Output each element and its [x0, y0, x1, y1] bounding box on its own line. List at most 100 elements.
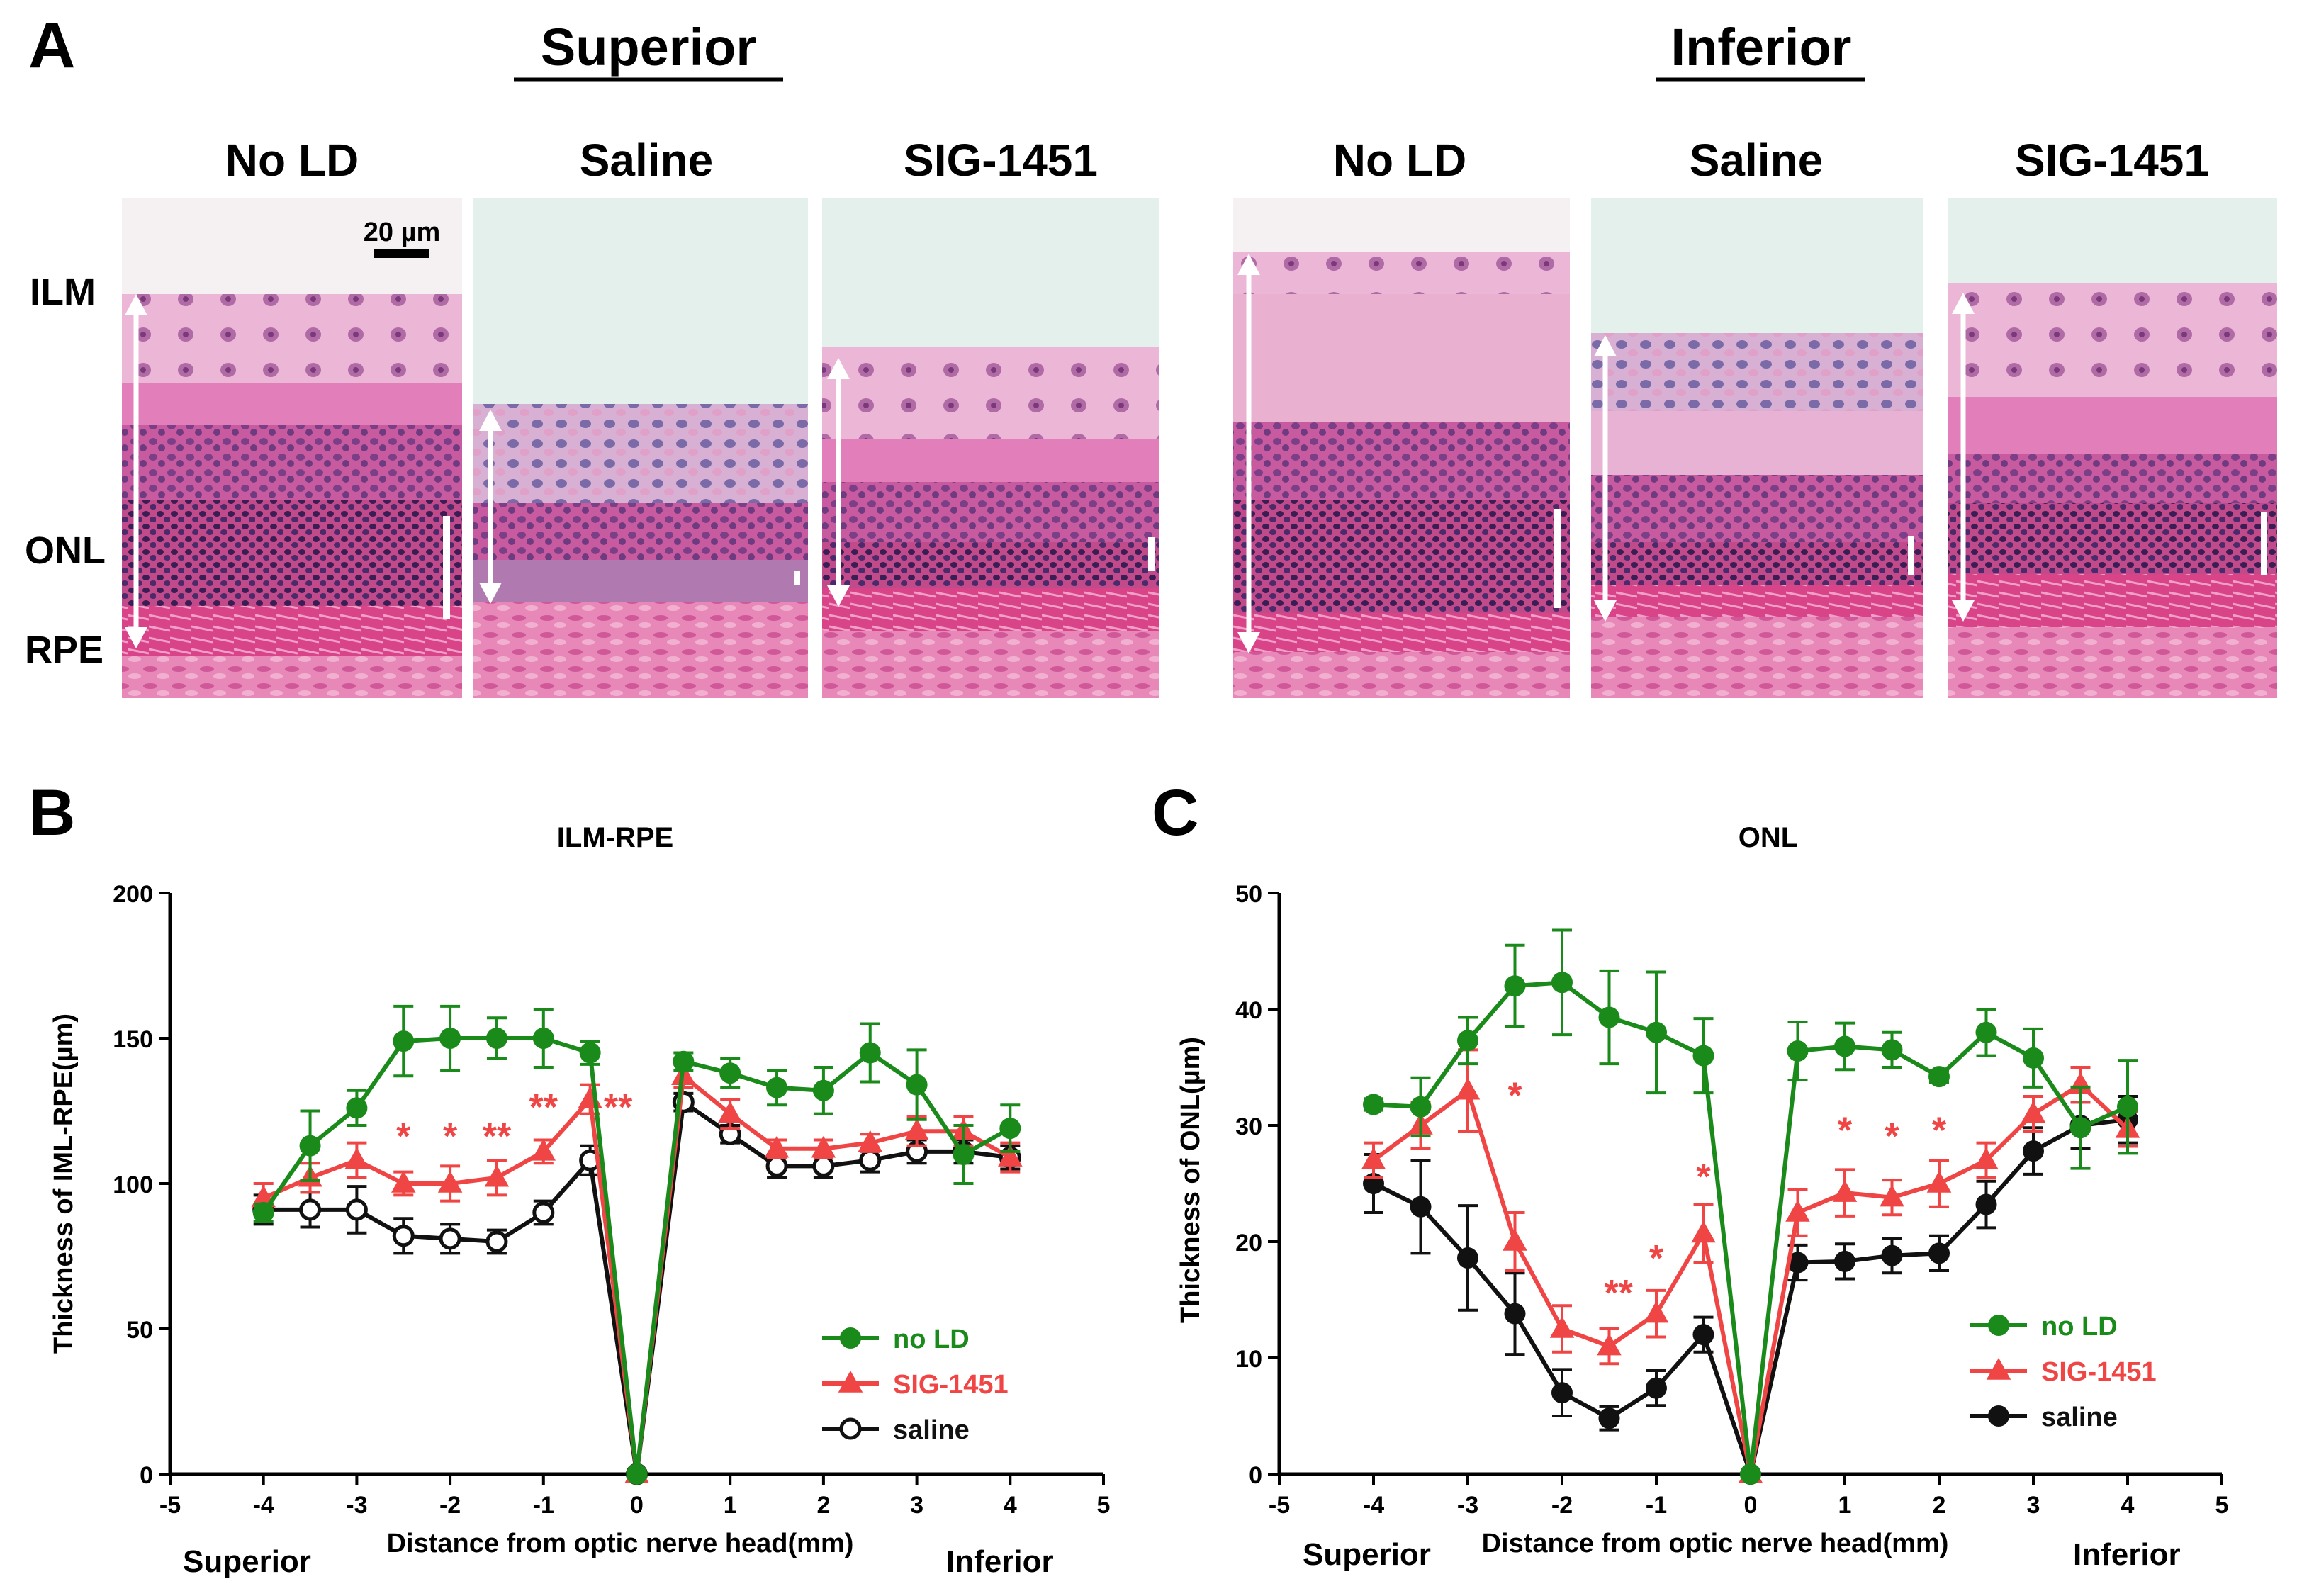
scale-bar-label: 20 µm: [364, 218, 441, 247]
chart-c-inferior-label: Inferior: [2073, 1537, 2181, 1572]
column-heading-inferior-saline: Saline: [1690, 135, 1824, 186]
chart-c-xlabel: Distance from optic nerve head(mm): [1482, 1529, 1949, 1558]
data-point: [858, 1130, 882, 1152]
series-line: [1372, 1117, 2128, 1483]
data-point: [811, 1135, 836, 1158]
significance-marker: **: [1605, 1273, 1634, 1314]
data-point: [1551, 972, 1573, 994]
panel-label-c: C: [1152, 777, 1198, 849]
data-point: [1363, 1094, 1384, 1115]
data-point: [1832, 1180, 1858, 1202]
data-point: [673, 1050, 695, 1072]
layer-label-ilm: ILM: [30, 271, 96, 313]
micrograph-superior-saline: [473, 198, 808, 698]
panel-label-a: A: [28, 9, 75, 82]
legend-item: no LD: [822, 1325, 970, 1354]
xtick-label: 1: [724, 1492, 737, 1519]
panel-label-b: B: [28, 777, 75, 849]
xtick-label: 5: [1097, 1492, 1111, 1519]
data-point: [1410, 1096, 1432, 1118]
data-point: [1410, 1196, 1432, 1218]
superior-heading: Superior: [541, 18, 756, 77]
chart-b-annotations: * * **** **: [396, 1087, 633, 1157]
data-point: [485, 1230, 508, 1253]
data-point: [578, 1086, 602, 1108]
data-point: [1646, 1021, 1667, 1043]
legend-marker: [839, 1417, 862, 1440]
data-point: [626, 1463, 648, 1485]
xtick-label: -2: [439, 1492, 461, 1519]
data-point: [1549, 1316, 1575, 1338]
column-heading-superior-no-ld: No LD: [225, 135, 359, 186]
xtick-label: 3: [2027, 1492, 2040, 1519]
data-point: [345, 1198, 368, 1221]
data-point: [1504, 975, 1526, 997]
chart-c-yticks: 0 10 20 30 40 50: [1235, 881, 1279, 1489]
xtick-label: 2: [816, 1492, 830, 1519]
xtick-label: -4: [253, 1492, 274, 1519]
data-point: [299, 1198, 322, 1221]
chart-b-yticks: 0 50 100 150 200: [113, 881, 170, 1489]
significance-marker: *: [396, 1116, 411, 1157]
xtick-label: -5: [1269, 1492, 1290, 1519]
significance-marker: *: [1838, 1111, 1853, 1152]
data-point: [764, 1135, 790, 1158]
xtick-label: 0: [630, 1492, 644, 1519]
chart-b-legend: no LD SIG-1451 saline: [822, 1325, 1009, 1445]
data-point: [1926, 1171, 1952, 1193]
legend-label: no LD: [2041, 1312, 2118, 1342]
data-point: [2023, 1140, 2044, 1162]
data-point: [1644, 1300, 1669, 1323]
micrograph-inferior-saline: [1591, 198, 1923, 698]
ytick-label: 30: [1235, 1113, 1262, 1140]
xtick-label: 0: [1744, 1492, 1758, 1519]
legend-label: no LD: [893, 1325, 970, 1354]
data-point: [485, 1028, 507, 1049]
data-point: [1598, 1006, 1620, 1028]
data-point: [2069, 1117, 2091, 1139]
data-point: [1975, 1021, 1997, 1043]
data-point: [765, 1154, 788, 1177]
data-point: [2021, 1101, 2046, 1123]
significance-marker: *: [1507, 1075, 1522, 1116]
micrograph-inferior-no-ld: [1233, 198, 1570, 698]
layer-label-rpe: RPE: [25, 629, 103, 671]
chart-c-xticks: -5 -4 -3 -2 -1 0 1 2 3 4 5: [1269, 1474, 2228, 1519]
chart-b-inferior-label: Inferior: [946, 1544, 1054, 1579]
data-point: [1740, 1463, 1761, 1485]
data-point: [252, 1202, 274, 1223]
data-point: [999, 1118, 1021, 1140]
chart-b-title: ILM-RPE: [557, 822, 673, 853]
ytick-label: 150: [113, 1026, 153, 1053]
chart-b-ylabel: Thickness of IML-RPE(µm): [49, 1013, 79, 1354]
xtick-label: -3: [346, 1492, 367, 1519]
data-point: [531, 1138, 556, 1161]
data-point: [1646, 1377, 1667, 1399]
data-point: [2117, 1096, 2138, 1118]
ytick-label: 40: [1235, 997, 1262, 1024]
data-point: [437, 1171, 463, 1193]
legend-item: SIG-1451: [1970, 1357, 2157, 1387]
data-point: [1834, 1250, 1855, 1272]
data-point: [1598, 1407, 1620, 1429]
ytick-label: 0: [140, 1462, 153, 1489]
data-point: [1551, 1382, 1573, 1404]
significance-marker: *: [443, 1116, 458, 1157]
data-point: [484, 1164, 510, 1187]
significance-marker: *: [1696, 1157, 1711, 1198]
significance-marker: *: [1649, 1238, 1664, 1279]
legend-label: SIG-1451: [2041, 1357, 2157, 1387]
series-saline: [1363, 1095, 2138, 1485]
data-point: [904, 1118, 929, 1140]
xtick-label: -1: [533, 1492, 554, 1519]
legend-item: saline: [822, 1415, 970, 1445]
data-point: [1503, 1229, 1527, 1251]
series-line: [262, 1072, 1011, 1475]
column-heading-superior-sig1451: SIG-1451: [904, 135, 1098, 186]
legend-marker: [1988, 1405, 2009, 1427]
ytick-label: 0: [1249, 1462, 1262, 1489]
chart-c-annotations: ****** * *: [1507, 1075, 1947, 1314]
chart-b-xlabel: Distance from optic nerve head(mm): [387, 1529, 854, 1558]
